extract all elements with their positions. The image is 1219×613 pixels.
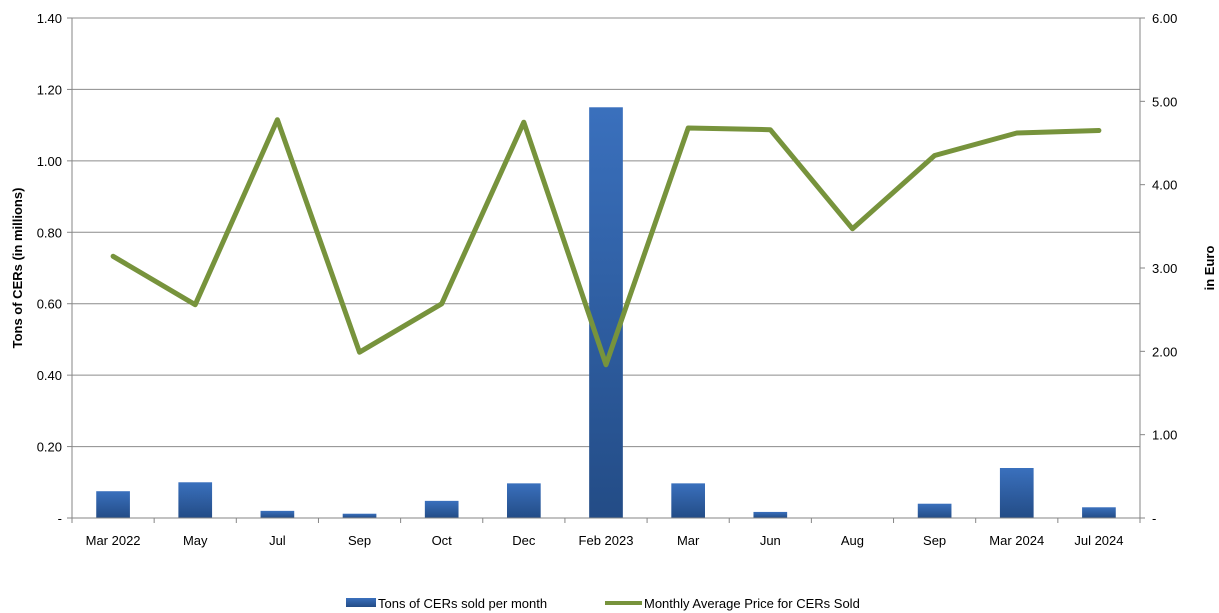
y2-tick-label: 1.00 <box>1152 428 1177 443</box>
x-tick-label: Dec <box>512 533 536 548</box>
legend-label-bars: Tons of CERs sold per month <box>378 596 547 611</box>
y2-tick-label: 2.00 <box>1152 344 1177 359</box>
y2-axis-title: in Euro <box>1202 246 1217 291</box>
bar <box>999 468 1034 518</box>
x-tick-label: Feb 2023 <box>579 533 634 548</box>
bar <box>424 500 459 518</box>
x-tick-label: Aug <box>841 533 864 548</box>
x-tick-label: Jun <box>760 533 781 548</box>
tick-labels: - 0.20 0.40 0.60 0.80 1.00 1.20 1.40 - 1.00 2.00 3.… <box>37 11 1178 548</box>
y-tick-label: 1.40 <box>37 11 62 26</box>
x-tick-label: Mar 2022 <box>86 533 141 548</box>
x-tick-label: May <box>183 533 208 548</box>
y-tick-label: 1.20 <box>37 82 62 97</box>
y-tick-label: 0.80 <box>37 225 62 240</box>
y2-tick-label: 5.00 <box>1152 94 1177 109</box>
y-tick-label: - <box>58 511 62 526</box>
bar <box>178 482 213 518</box>
y2-tick-label: 6.00 <box>1152 11 1177 26</box>
y2-tick-label: - <box>1152 511 1156 526</box>
y-tick-label: 0.60 <box>37 297 62 312</box>
legend-label-line: Monthly Average Price for CERs Sold <box>644 596 860 611</box>
y-tick-label: 0.20 <box>37 440 62 455</box>
y-axis-title: Tons of CERs (in millions) <box>10 188 25 349</box>
x-tick-label: Sep <box>348 533 371 548</box>
bar <box>753 511 788 518</box>
bar-series <box>96 107 1116 519</box>
x-tick-label: Sep <box>923 533 946 548</box>
legend-swatch-bars <box>346 598 376 607</box>
bar <box>1082 507 1116 518</box>
x-tick-label: Oct <box>432 533 453 548</box>
bar <box>260 510 295 518</box>
x-tick-label: Mar <box>677 533 700 548</box>
y-tick-label: 1.00 <box>37 154 62 169</box>
bar <box>671 483 705 518</box>
bar <box>96 491 130 518</box>
bar <box>507 483 541 518</box>
legend: Tons of CERs sold per month Monthly Aver… <box>346 596 860 611</box>
x-tick-label: Mar 2024 <box>989 533 1044 548</box>
y2-tick-label: 3.00 <box>1152 261 1177 276</box>
bar <box>589 107 623 519</box>
axes <box>67 17 1145 523</box>
line-series <box>110 117 1102 368</box>
bar <box>917 503 952 518</box>
y-tick-label: 0.40 <box>37 368 62 383</box>
x-tick-label: Jul 2024 <box>1074 533 1123 548</box>
bar <box>342 513 377 518</box>
price-line <box>110 117 1102 368</box>
x-tick-label: Jul <box>269 533 286 548</box>
y2-tick-label: 4.00 <box>1152 178 1177 193</box>
